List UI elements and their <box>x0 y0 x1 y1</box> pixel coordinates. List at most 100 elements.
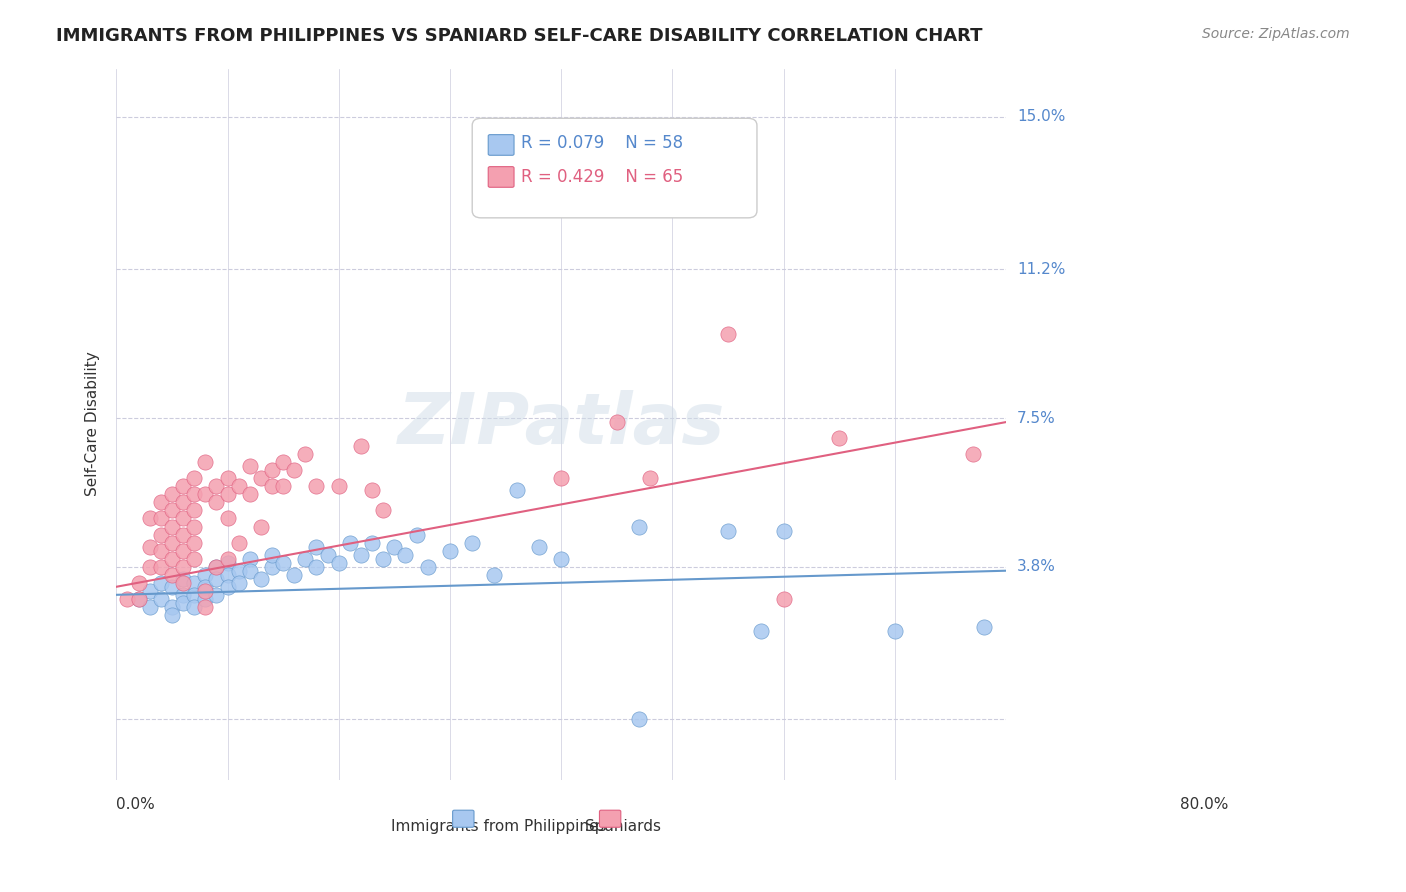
Point <box>205 559 228 574</box>
Point <box>205 572 228 586</box>
Point <box>194 455 217 469</box>
Point <box>183 575 205 590</box>
Point <box>228 564 250 578</box>
Point <box>962 447 984 461</box>
Point <box>160 551 183 566</box>
Point <box>361 483 384 498</box>
Point <box>194 583 217 598</box>
Point <box>606 415 628 429</box>
Point <box>228 479 250 493</box>
Point <box>305 479 328 493</box>
Point <box>217 487 239 501</box>
Point <box>149 511 172 525</box>
Text: Source: ZipAtlas.com: Source: ZipAtlas.com <box>1202 27 1350 41</box>
Point <box>250 519 273 533</box>
Point <box>271 479 294 493</box>
Point <box>250 471 273 485</box>
Point <box>183 471 205 485</box>
Point <box>128 591 150 606</box>
Point <box>183 551 205 566</box>
Text: 3.8%: 3.8% <box>1017 559 1056 574</box>
Point <box>149 559 172 574</box>
Point <box>239 487 262 501</box>
Text: R = 0.079    N = 58: R = 0.079 N = 58 <box>522 134 683 153</box>
Point <box>294 447 316 461</box>
Point <box>217 551 239 566</box>
Point <box>149 527 172 541</box>
Point <box>128 575 150 590</box>
FancyBboxPatch shape <box>488 167 515 187</box>
FancyBboxPatch shape <box>453 810 474 827</box>
Point <box>160 607 183 622</box>
Point <box>228 535 250 549</box>
Point <box>505 483 527 498</box>
Point <box>484 567 506 582</box>
FancyBboxPatch shape <box>472 119 756 218</box>
Point <box>973 620 995 634</box>
Point <box>260 559 283 574</box>
Point <box>350 439 373 453</box>
Point <box>149 575 172 590</box>
Text: IMMIGRANTS FROM PHILIPPINES VS SPANIARD SELF-CARE DISABILITY CORRELATION CHART: IMMIGRANTS FROM PHILIPPINES VS SPANIARD … <box>56 27 983 45</box>
Point <box>239 459 262 474</box>
Point <box>160 503 183 517</box>
Point <box>205 588 228 602</box>
Text: Immigrants from Philippines: Immigrants from Philippines <box>391 819 606 834</box>
Point <box>183 535 205 549</box>
Text: ZIPatlas: ZIPatlas <box>398 390 725 458</box>
Point <box>283 463 305 477</box>
Point <box>217 511 239 525</box>
Point <box>217 567 239 582</box>
Point <box>183 519 205 533</box>
Point <box>239 564 262 578</box>
Point <box>228 575 250 590</box>
Point <box>160 487 183 501</box>
Point <box>883 624 905 638</box>
Point <box>194 591 217 606</box>
Point <box>328 479 350 493</box>
Point <box>183 487 205 501</box>
Point <box>550 471 572 485</box>
Point <box>194 487 217 501</box>
Point <box>160 599 183 614</box>
Text: 11.2%: 11.2% <box>1017 262 1066 277</box>
Text: 7.5%: 7.5% <box>1017 410 1056 425</box>
Point <box>328 556 350 570</box>
Point <box>250 572 273 586</box>
Point <box>339 535 361 549</box>
Point <box>205 479 228 493</box>
Point <box>527 540 550 554</box>
Point <box>751 624 773 638</box>
Point <box>172 527 194 541</box>
Point <box>772 591 794 606</box>
Point <box>183 599 205 614</box>
Point <box>260 548 283 562</box>
Text: 80.0%: 80.0% <box>1180 797 1229 813</box>
Point <box>373 503 395 517</box>
Point <box>138 511 160 525</box>
Point <box>271 455 294 469</box>
Point <box>550 551 572 566</box>
Y-axis label: Self-Care Disability: Self-Care Disability <box>86 351 100 497</box>
Point <box>271 556 294 570</box>
Point <box>172 572 194 586</box>
Point <box>149 495 172 509</box>
Text: Spaniards: Spaniards <box>585 819 661 834</box>
Point <box>294 551 316 566</box>
Point <box>217 471 239 485</box>
Point <box>172 495 194 509</box>
Point <box>205 495 228 509</box>
Point <box>172 559 194 574</box>
Point <box>138 559 160 574</box>
Point <box>628 519 651 533</box>
Point <box>194 580 217 594</box>
Text: R = 0.429    N = 65: R = 0.429 N = 65 <box>522 168 683 186</box>
Point <box>172 511 194 525</box>
FancyBboxPatch shape <box>488 135 515 155</box>
Point <box>149 543 172 558</box>
Point <box>717 326 740 341</box>
Point <box>160 535 183 549</box>
Point <box>461 535 484 549</box>
Point <box>217 556 239 570</box>
Point <box>350 548 373 562</box>
